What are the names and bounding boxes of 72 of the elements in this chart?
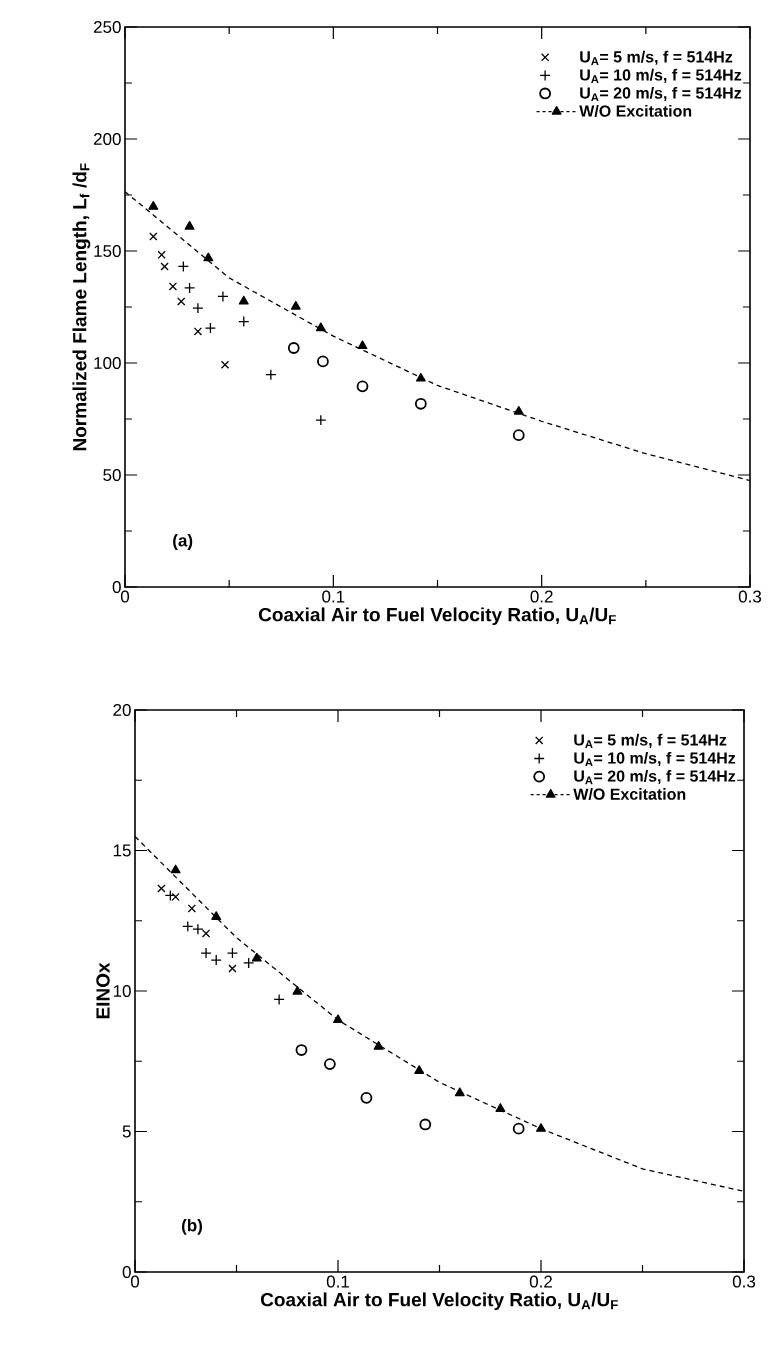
y-tick-label: 15 [113, 844, 131, 857]
point [454, 1087, 465, 1097]
point [168, 282, 178, 291]
point [228, 964, 237, 973]
y-tick-label: 10 [113, 984, 131, 998]
x-axis-title: Coaxial Air to Fuel Velocity Ratio, U$_{A}$/U$_{F}$ [260, 1292, 618, 1311]
point [292, 985, 303, 995]
legend-label: U$_{A}$= 10 m/s, f = 514Hz [580, 68, 742, 84]
legend-label: U$_{A}$= 20 m/s, f = 514Hz [574, 770, 736, 785]
point [211, 911, 222, 920]
point [238, 295, 249, 305]
y-tick-label: 150 [94, 244, 121, 258]
point [193, 327, 203, 336]
y-tick-label: 0 [112, 580, 121, 594]
x-axis-title: Coaxial Air to Fuel Velocity Ratio, U$_{A}$/U$_{F}$ [258, 607, 616, 626]
point [414, 1065, 425, 1074]
y-tick-label: 0 [122, 1265, 131, 1279]
point [324, 1058, 336, 1070]
point [513, 405, 524, 415]
point [373, 1041, 384, 1050]
annotation: (a) [173, 534, 193, 550]
point [187, 904, 197, 913]
legend-label: W/O Excitation [573, 788, 686, 801]
x-tick-label: 0.1 [322, 590, 345, 603]
point [360, 1091, 373, 1104]
x-tick-label: 0.2 [530, 590, 553, 603]
x-tick-label: 0.2 [529, 1275, 552, 1288]
point [333, 1014, 343, 1024]
y-tick-label: 5 [122, 1125, 131, 1138]
point [149, 232, 158, 241]
point [177, 297, 186, 306]
x-tick-label: 0.3 [738, 590, 762, 603]
point [357, 340, 368, 350]
point [495, 1103, 506, 1112]
point [160, 262, 169, 271]
legend-label: U$_{A}$= 20 m/s, f = 514Hz [580, 86, 742, 102]
legend-label: W/O Excitation [579, 105, 692, 117]
point [148, 201, 159, 210]
point [157, 884, 166, 893]
point [512, 1122, 525, 1135]
point [536, 1123, 546, 1132]
point [251, 952, 262, 962]
y-tick-label: 20 [113, 703, 131, 717]
point [419, 1118, 432, 1131]
point [184, 220, 195, 230]
legend-label: U$_{A}$= 10 m/s, f = 514Hz [574, 751, 736, 767]
point [415, 372, 426, 382]
y-tick-label: 200 [93, 132, 121, 146]
y-tick-label: 100 [94, 356, 121, 370]
x-tick-label: 0.1 [326, 1275, 349, 1288]
x-tick-label: 0.3 [732, 1275, 756, 1288]
y-axis-title: Normalized Flame Length, L$_{f}$ /d$_{F}$ [72, 163, 91, 451]
point [287, 342, 300, 354]
point [157, 250, 166, 259]
point [203, 252, 214, 262]
point [315, 322, 326, 332]
annotation: (b) [182, 1218, 203, 1235]
point [201, 929, 211, 938]
point [317, 355, 329, 368]
point [295, 1044, 308, 1056]
y-tick-label: 250 [93, 20, 121, 34]
point [414, 397, 427, 410]
x-tick-label: 0 [130, 1275, 140, 1288]
point [290, 300, 301, 310]
point [512, 429, 525, 442]
point [356, 380, 369, 393]
point [170, 864, 181, 874]
y-tick-label: 50 [103, 468, 121, 482]
legend-label: U$_{A}$= 5 m/s, f = 514Hz [580, 50, 733, 65]
point [220, 360, 230, 369]
legend-label: U$_{A}$= 5 m/s, f = 514Hz [574, 733, 727, 749]
y-axis-title: EINOx [96, 962, 110, 1019]
